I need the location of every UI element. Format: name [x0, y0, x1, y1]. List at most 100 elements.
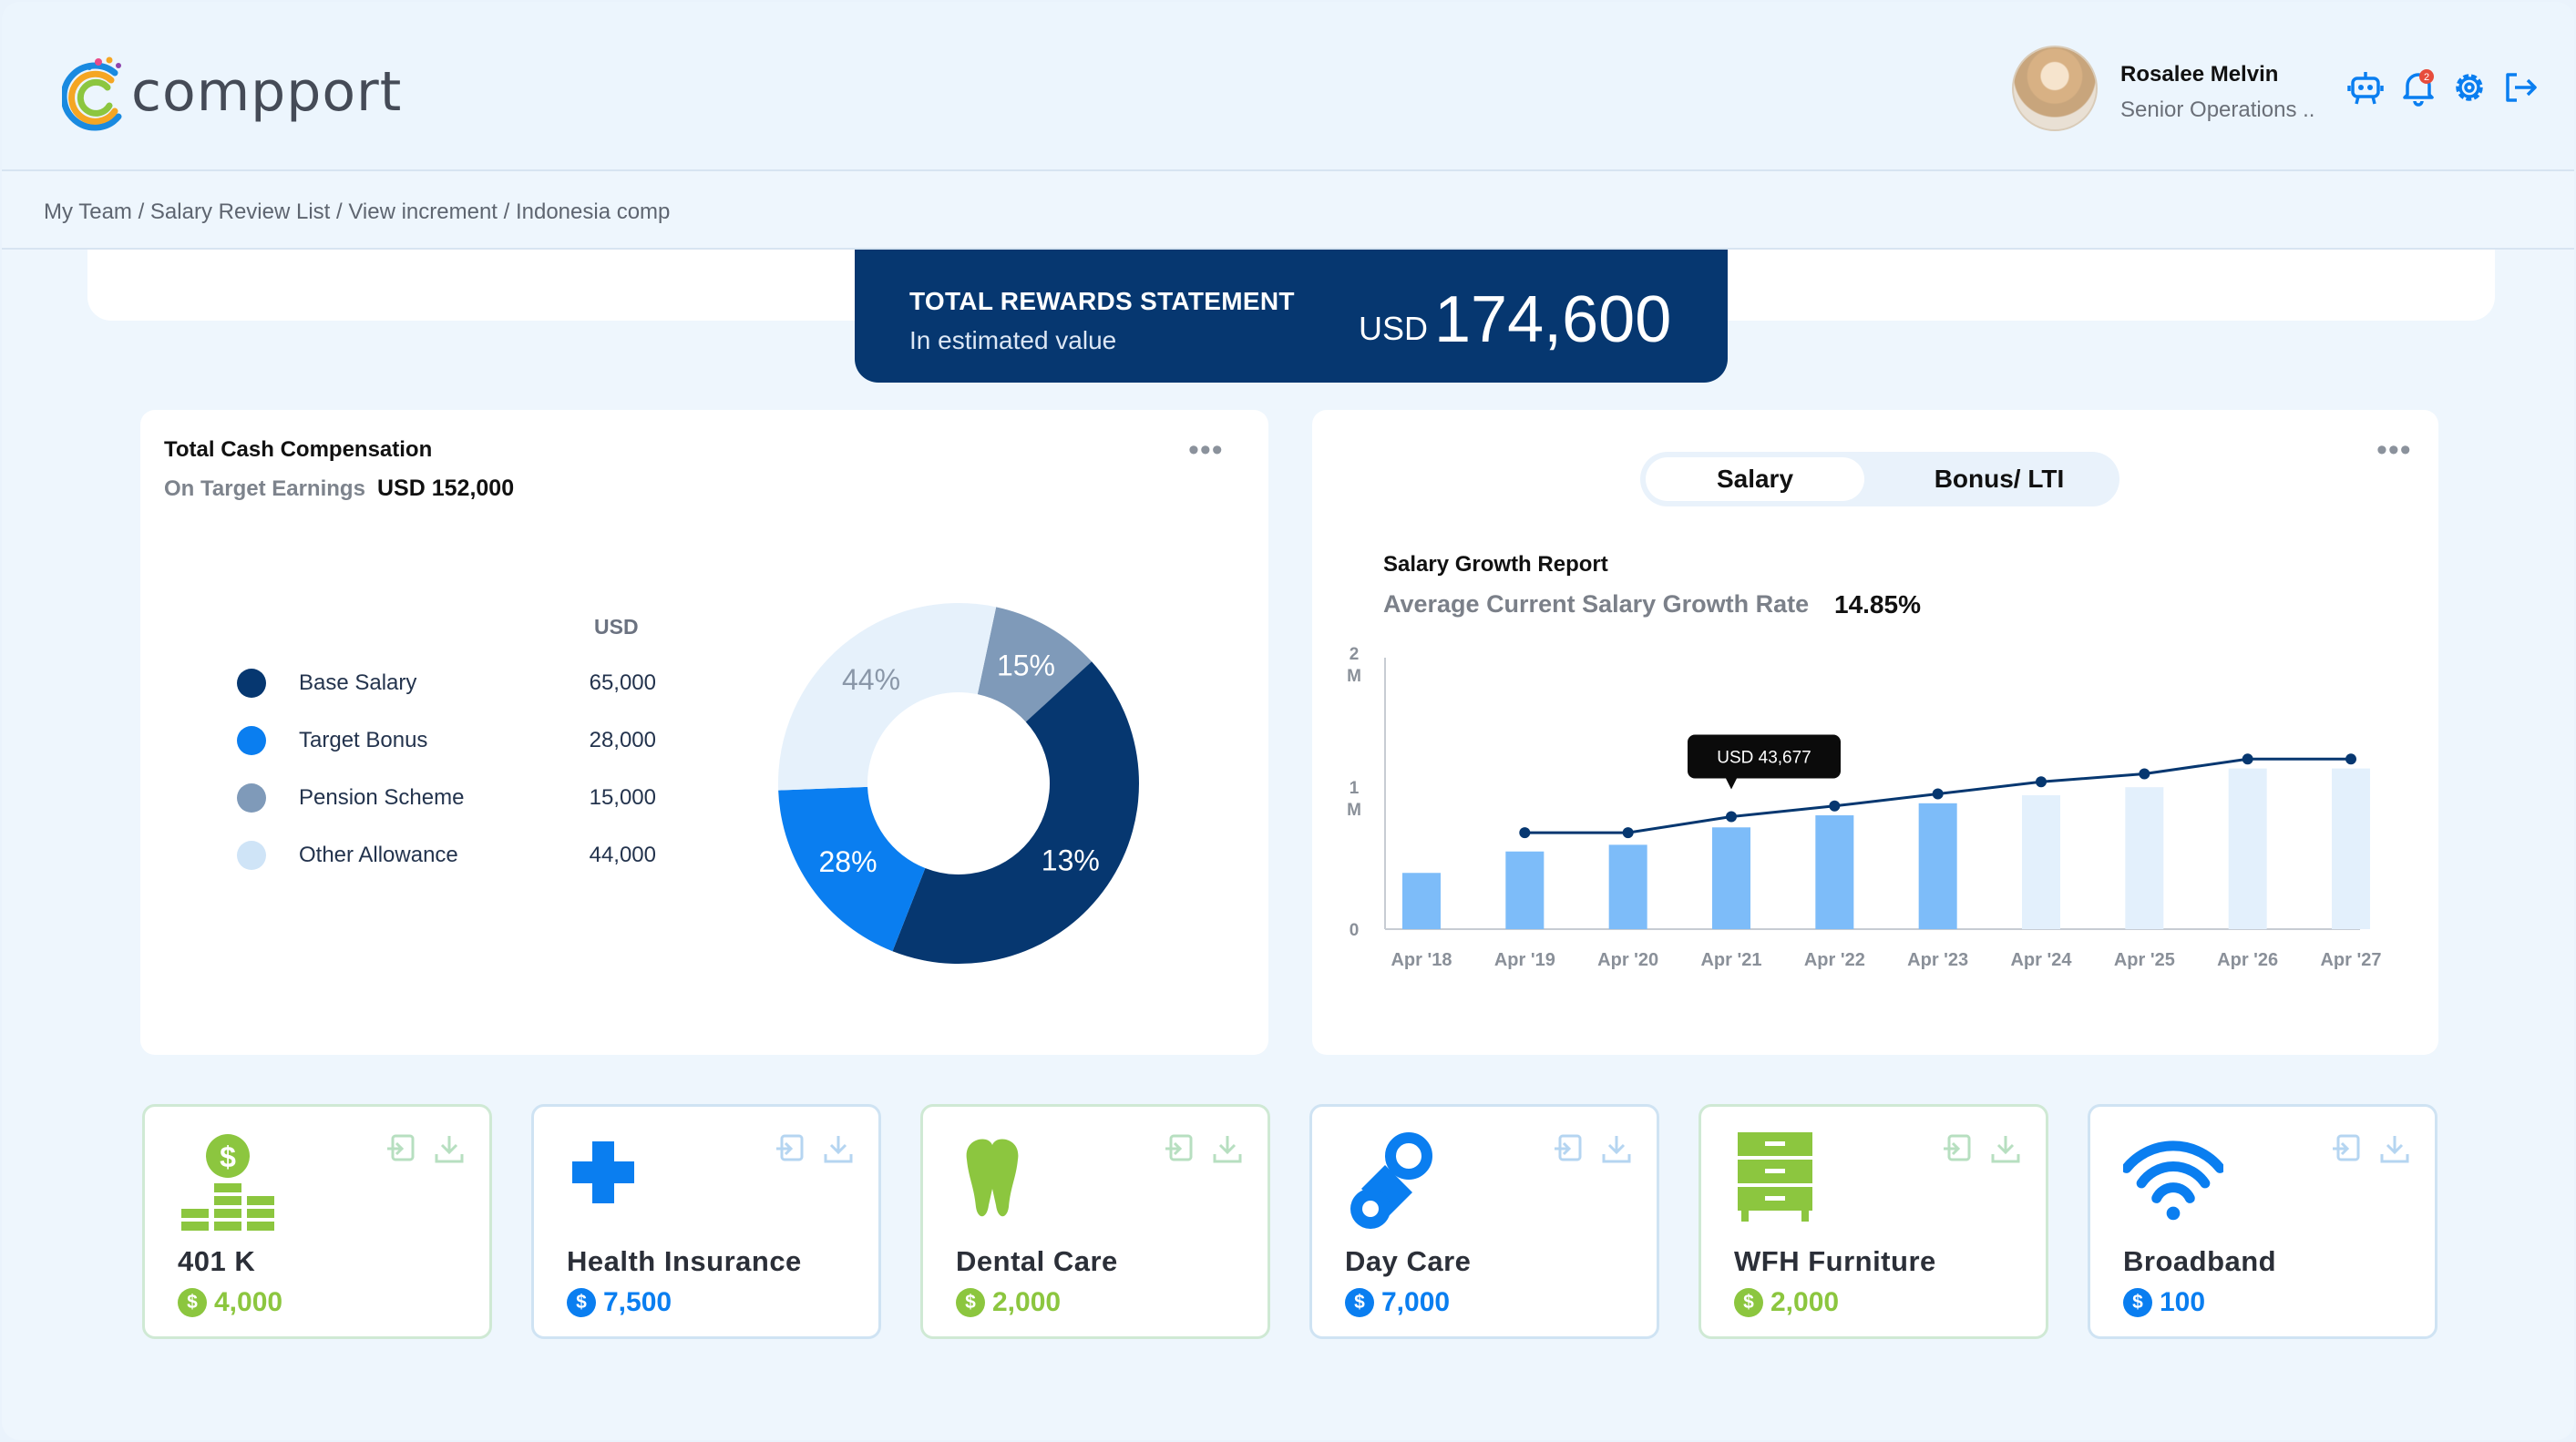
chart-tooltip [1688, 734, 1841, 779]
breadcrumb-path[interactable]: My Team / Salary Review List / View incr… [44, 199, 671, 224]
report-title: Salary Growth Report [1383, 552, 1608, 577]
growth-rate-value: 14.85% [1834, 590, 1921, 619]
growth-point[interactable] [2036, 776, 2047, 788]
benefit-tile[interactable]: Dental Care $ 2,000 [920, 1104, 1270, 1339]
money-stack-icon: $ [181, 1134, 274, 1231]
tooth-icon [966, 1139, 1019, 1217]
benefit-name: Broadband [2123, 1245, 2277, 1277]
benefit-value: $ 2,000 [1734, 1287, 1839, 1318]
salary-bar[interactable] [2332, 768, 2370, 929]
download-icon[interactable] [1598, 1130, 1635, 1167]
drawer-cabinet-icon [1738, 1132, 1812, 1222]
compport-logo[interactable]: compport [62, 53, 402, 131]
rewards-amount: 174,600 [1434, 283, 1672, 356]
logo-mark-icon [62, 56, 122, 131]
benefit-value: $ 100 [2123, 1287, 2205, 1318]
export-icon[interactable] [1162, 1130, 1198, 1167]
benefit-name: Day Care [1345, 1245, 1472, 1277]
salary-bar[interactable] [2125, 787, 2164, 929]
dollar-coin-icon: $ [567, 1288, 596, 1317]
legend-value: 65,000 [589, 670, 656, 695]
growth-point[interactable] [1932, 788, 1944, 800]
salary-bar[interactable] [1608, 844, 1647, 929]
salary-bar[interactable] [1402, 873, 1441, 929]
legend-label: Base Salary [299, 670, 417, 695]
benefit-tile[interactable]: $ 401 K $ 4,000 [142, 1104, 492, 1339]
export-icon[interactable] [2329, 1130, 2366, 1167]
salary-bar[interactable] [1918, 803, 1957, 929]
benefit-amount: 7,000 [1381, 1287, 1451, 1317]
export-icon[interactable] [773, 1130, 809, 1167]
wifi-icon [2123, 1140, 2223, 1221]
growth-point[interactable] [2139, 768, 2150, 780]
pacifier-icon [1350, 1132, 1432, 1229]
growth-rate-label: Average Current Salary Growth Rate [1383, 590, 1810, 618]
donut-slice[interactable] [977, 607, 1093, 722]
download-icon[interactable] [2376, 1130, 2413, 1167]
user-role: Senior Operations .. [2120, 97, 2315, 122]
legend-item: Target Bonus 28,000 [237, 724, 656, 757]
tooltip-label: USD 43,677 [1717, 749, 1811, 768]
legend-swatch [237, 783, 266, 813]
growth-point[interactable] [1829, 800, 1841, 812]
bell-icon[interactable]: 2 [2398, 67, 2438, 107]
salary-bar[interactable] [1505, 851, 1545, 929]
gear-icon[interactable] [2449, 67, 2489, 107]
export-icon[interactable] [384, 1130, 420, 1167]
benefit-tile[interactable]: Health Insurance $ 7,500 [531, 1104, 881, 1339]
donut-slice[interactable] [778, 603, 997, 791]
download-icon[interactable] [1987, 1130, 2024, 1167]
tab-salary[interactable]: Salary [1646, 457, 1864, 501]
growth-point[interactable] [1519, 827, 1531, 839]
donut-slice-label: 13% [1042, 844, 1100, 876]
donut-slice[interactable] [778, 786, 926, 952]
growth-point[interactable] [1622, 827, 1634, 839]
breadcrumb: My Team / Salary Review List / View incr… [2, 173, 2574, 250]
rewards-subtitle: In estimated value [909, 326, 1117, 354]
benefit-value: $ 4,000 [178, 1287, 282, 1318]
growth-point[interactable] [2345, 753, 2356, 765]
logout-icon[interactable] [2500, 67, 2540, 107]
y-tick-label: 0 [1350, 921, 1360, 940]
download-icon[interactable] [1209, 1130, 1246, 1167]
user-avatar[interactable] [2012, 46, 2098, 131]
benefit-tile[interactable]: Broadband $ 100 [2088, 1104, 2437, 1339]
donut-slice-label: 15% [997, 649, 1055, 682]
more-options-icon[interactable]: ••• [2376, 433, 2412, 467]
cash-compensation-card: Total Cash Compensation On Target Earnin… [140, 410, 1268, 1055]
card-title: Total Cash Compensation [164, 437, 433, 462]
benefit-amount: 2,000 [992, 1287, 1062, 1317]
benefit-value: $ 2,000 [956, 1287, 1061, 1318]
salary-bar[interactable] [1815, 815, 1854, 929]
salary-bar[interactable] [2022, 795, 2060, 929]
legend-value: 15,000 [589, 785, 656, 810]
benefit-name: Dental Care [956, 1245, 1118, 1277]
benefit-amount: 7,500 [603, 1287, 672, 1317]
benefit-name: Health Insurance [567, 1245, 802, 1277]
more-options-icon[interactable]: ••• [1188, 433, 1224, 467]
donut-slice[interactable] [892, 661, 1139, 964]
tooltip-pointer [1726, 778, 1737, 790]
benefit-tile[interactable]: Day Care $ 7,000 [1309, 1104, 1659, 1339]
salary-bar[interactable] [1712, 827, 1750, 929]
top-header: compport Rosalee Melvin Senior Operation… [2, 2, 2574, 171]
download-icon[interactable] [820, 1130, 857, 1167]
benefit-tile[interactable]: WFH Furniture $ 2,000 [1699, 1104, 2048, 1339]
tab-bonus-lti[interactable]: Bonus/ LTI [1934, 465, 2065, 493]
x-tick-label: Apr '18 [1391, 950, 1452, 970]
salary-bar[interactable] [2228, 768, 2267, 929]
growth-point[interactable] [1726, 811, 1737, 823]
salary-bonus-toggle: Salary Bonus/ LTI [1640, 452, 2119, 506]
user-name: Rosalee Melvin [2120, 62, 2279, 87]
medical-cross-icon [572, 1141, 634, 1203]
legend-value: 44,000 [589, 843, 656, 867]
growth-point[interactable] [2242, 753, 2253, 765]
robot-icon[interactable] [2345, 67, 2386, 107]
legend-item: Base Salary 65,000 [237, 667, 656, 700]
ote-label: On Target Earnings [164, 476, 365, 501]
salary-growth-card: ••• Salary Bonus/ LTI Salary Growth Repo… [1312, 410, 2438, 1055]
download-icon[interactable] [431, 1130, 467, 1167]
export-icon[interactable] [1940, 1130, 1976, 1167]
notification-count: 2 [2424, 72, 2429, 83]
export-icon[interactable] [1551, 1130, 1587, 1167]
